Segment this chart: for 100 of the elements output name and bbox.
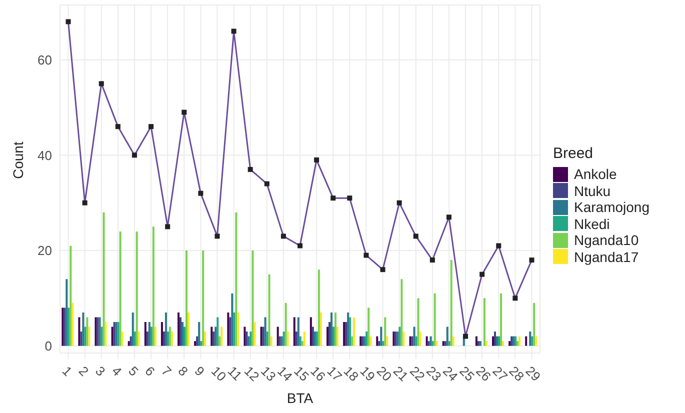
bar: [525, 336, 528, 346]
bar: [86, 317, 88, 346]
bar: [130, 336, 132, 346]
bar: [227, 312, 230, 346]
bar: [68, 308, 70, 346]
bar: [136, 231, 138, 346]
x-tick-label: 7: [158, 363, 174, 380]
y-tick-label: 60: [38, 52, 52, 68]
bar: [485, 341, 488, 346]
y-tick-label: 0: [44, 338, 52, 354]
bar: [318, 270, 320, 346]
bar: [88, 326, 90, 346]
bar: [415, 336, 418, 346]
bar: [202, 250, 204, 346]
bar: [148, 322, 150, 346]
bar: [252, 250, 254, 346]
bar: [220, 326, 223, 346]
bar: [286, 332, 289, 346]
legend-label: Nganda17: [574, 248, 639, 265]
x-tick-label: 4: [109, 363, 125, 380]
bar: [216, 317, 219, 346]
bar: [284, 302, 287, 346]
bar: [168, 326, 171, 346]
bar: [310, 317, 312, 346]
bar: [417, 298, 420, 346]
bar: [264, 317, 266, 346]
bar: [250, 332, 252, 346]
bar: [475, 336, 478, 346]
bar: [332, 326, 334, 346]
bar: [500, 293, 502, 346]
bar: [160, 322, 163, 346]
y-tick-label: 20: [38, 243, 52, 258]
bar: [483, 298, 486, 346]
bar: [516, 341, 519, 346]
bar: [301, 341, 304, 346]
bar: [492, 336, 494, 346]
bar: [102, 212, 105, 346]
bar: [164, 312, 167, 346]
bar: [138, 332, 140, 346]
bar: [132, 312, 134, 346]
bar: [347, 312, 350, 346]
x-tick-label: 26: [473, 363, 494, 384]
bar: [214, 326, 217, 346]
bar: [419, 332, 422, 346]
bar: [72, 302, 74, 346]
bar: [152, 226, 154, 346]
bar: [299, 336, 302, 346]
bar: [229, 317, 232, 346]
bar: [146, 332, 148, 346]
bar: [196, 336, 198, 346]
bar: [268, 274, 270, 346]
x-axis-title: BTA: [286, 390, 314, 406]
bar: [446, 326, 448, 346]
x-tick-label: 8: [175, 363, 191, 380]
bar: [231, 293, 234, 346]
bar: [428, 341, 430, 346]
bar: [188, 312, 190, 346]
x-tick-label: 2: [76, 363, 92, 380]
bar: [104, 322, 107, 346]
bar: [328, 322, 330, 346]
bar: [326, 326, 328, 346]
bar: [295, 332, 298, 346]
bar: [380, 326, 382, 346]
bar: [494, 332, 496, 346]
bar: [70, 246, 72, 346]
bar: [180, 317, 182, 346]
bar: [400, 279, 403, 346]
legend-label: Ntuku: [574, 182, 611, 199]
bar: [235, 212, 238, 346]
bar: [368, 308, 370, 346]
bar: [218, 336, 221, 346]
bar: [366, 332, 368, 346]
bar: [186, 250, 188, 346]
x-tick-label: 3: [92, 363, 108, 380]
bar: [330, 312, 332, 346]
bar: [270, 336, 272, 346]
bar: [450, 260, 452, 346]
bar: [518, 336, 521, 346]
bar: [535, 336, 538, 346]
bar: [402, 332, 405, 346]
legend-label: Ankole: [574, 166, 617, 182]
bar: [533, 302, 536, 346]
bar: [531, 336, 534, 346]
bar: [413, 326, 416, 346]
x-tick-label: 9: [192, 363, 208, 380]
bar: [184, 326, 186, 346]
bar: [349, 317, 352, 346]
legend-label: Nkedi: [574, 216, 610, 232]
bar: [237, 312, 240, 346]
bar: [382, 341, 384, 346]
legend-label: Nganda10: [574, 232, 639, 248]
bar: [502, 341, 504, 346]
bar: [78, 317, 80, 346]
bar: [370, 336, 372, 346]
bar: [303, 332, 306, 346]
bar: [84, 326, 86, 346]
bar: [336, 326, 338, 346]
bar: [212, 332, 215, 346]
bar: [204, 332, 206, 346]
bar: [434, 293, 436, 346]
